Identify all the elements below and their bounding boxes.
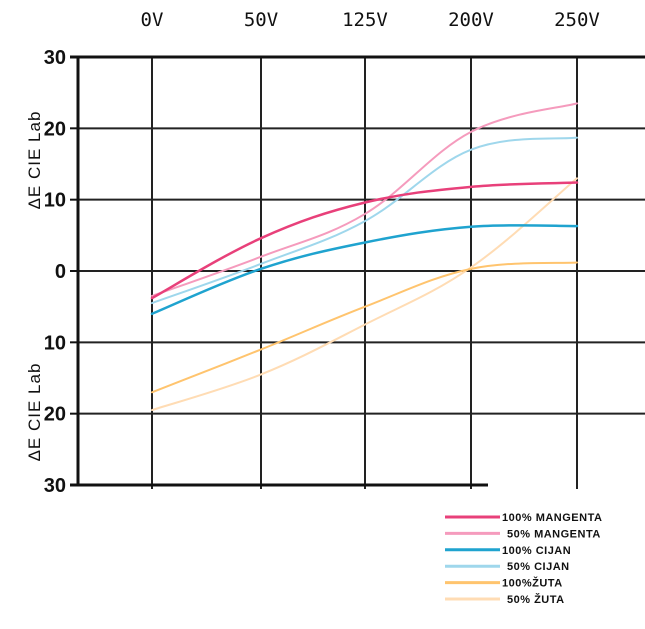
y-tick-label: 20 <box>44 118 66 140</box>
y-tick-label: 20 <box>44 404 66 426</box>
x-tick-labels: 0V 50V 125V 200V 250V <box>141 9 600 31</box>
y-axis-label-top: ΔE CIE Lab <box>25 111 44 210</box>
x-tick-label: 250V <box>554 9 600 31</box>
x-tick-label: 200V <box>448 9 494 31</box>
legend-entry: 50% CIJAN <box>507 561 570 573</box>
series-line-50-mangenta <box>151 102 578 297</box>
y-axis-label-bottom: ΔE CIE Lab <box>25 363 44 462</box>
x-tick-label: 50V <box>244 9 278 31</box>
legend-entry: 50% MANGENTA <box>507 528 601 540</box>
legend: 100% MANGENTA 50% MANGENTA 100% CIJAN 50% C… <box>445 512 602 606</box>
y-tick-label: 10 <box>44 332 66 354</box>
series-line-100-mangenta <box>150 181 579 300</box>
x-tick-label: 0V <box>141 9 164 31</box>
y-tick-label: 10 <box>44 190 66 212</box>
grid <box>78 57 645 489</box>
y-tick-labels: 30 20 10 0 10 20 30 <box>44 47 66 497</box>
series-line-100-uta <box>151 261 578 394</box>
series-line-50-uta <box>151 177 578 412</box>
axes <box>70 55 645 487</box>
x-tick-label: 125V <box>342 9 388 31</box>
series-line-100-cijan <box>150 224 579 316</box>
y-tick-label: 0 <box>55 261 66 283</box>
y-tick-label: 30 <box>44 47 66 69</box>
legend-entry: 100%ŽUTA <box>502 577 563 590</box>
series-lines <box>150 102 579 412</box>
series-line-50-cijan <box>151 136 578 305</box>
legend-entry: 50% ŽUTA <box>507 593 565 606</box>
y-tick-label: 30 <box>44 475 66 497</box>
legend-entry: 100% CIJAN <box>502 545 571 557</box>
legend-entry: 100% MANGENTA <box>502 512 602 524</box>
